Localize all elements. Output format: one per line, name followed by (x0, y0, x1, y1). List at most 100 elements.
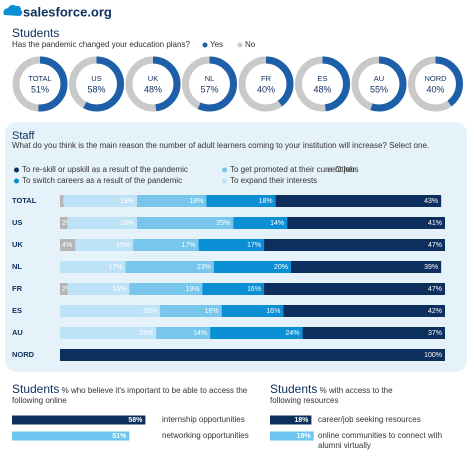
legend-label: No (245, 40, 256, 49)
segment-label: 43% (424, 198, 438, 205)
bar-category: networking opportunities (162, 431, 249, 440)
segment-label: 15% (116, 242, 130, 249)
donut-arc (69, 56, 124, 112)
segment-label: 39% (424, 264, 438, 271)
segment-label: 2% (62, 286, 72, 293)
segment-label: 47% (428, 242, 442, 249)
bar-value: 58% (128, 417, 143, 424)
segment-label: 14% (270, 220, 284, 227)
segment-label: 2% (62, 220, 72, 227)
legend-dot (14, 167, 19, 173)
bar (12, 431, 130, 441)
donut-arc (408, 56, 463, 112)
bar-segment (60, 283, 68, 295)
bar-segment (160, 305, 222, 317)
bar-segment (233, 217, 288, 229)
bar (270, 415, 312, 425)
legend-dot (237, 42, 243, 48)
donut-category: FR (261, 74, 272, 83)
bar-segment (60, 261, 126, 273)
legend-dot (14, 178, 19, 184)
bar-segment (287, 217, 445, 229)
bar (270, 431, 314, 441)
segment-label: 18% (120, 220, 134, 227)
caption: Students % who believe it's important to… (12, 383, 257, 406)
segment-label: 16% (112, 286, 126, 293)
segment-label: 17% (247, 242, 261, 249)
row-label: FR (12, 284, 23, 293)
row-label: NL (12, 262, 22, 271)
bar-segment (75, 239, 134, 251)
segment-label: 16% (205, 308, 219, 315)
row-label: ES (12, 306, 22, 315)
legend-label: Yes (210, 40, 223, 49)
row-label: AU (12, 328, 23, 337)
bar-segment (214, 261, 291, 273)
donut-value: 57% (200, 84, 218, 94)
bar-segment (156, 327, 211, 339)
segment-label: 18% (189, 198, 203, 205)
bar-category: internship opportunities (162, 415, 245, 424)
bar-segment (60, 305, 161, 317)
section-title: Staff (12, 130, 35, 142)
bar-segment (60, 239, 76, 251)
donut-value: 51% (31, 84, 49, 94)
bar-value: 51% (112, 433, 127, 440)
row-label: NORD (12, 350, 35, 359)
bar-segment (275, 195, 442, 207)
donut-arc (182, 56, 237, 112)
segment-label: 41% (428, 220, 442, 227)
donut-value: 48% (313, 84, 331, 94)
segment-label: 20% (274, 264, 288, 271)
row-label: TOTAL (12, 196, 37, 205)
segment-label: 14% (193, 330, 207, 337)
segment-label: 24% (286, 330, 300, 337)
segment-label: 37% (428, 330, 442, 337)
bar-segment (125, 261, 214, 273)
caption: Students % with access to the following … (270, 382, 420, 406)
segment-label: 23% (197, 264, 211, 271)
subtitle: % who believe it's important to be able … (12, 386, 248, 405)
donut-arc (351, 56, 407, 112)
bar-segment (198, 239, 265, 251)
donut-category: UK (148, 74, 158, 83)
bar-segment (264, 283, 445, 295)
bar-segment (291, 261, 442, 273)
bar-segment (137, 217, 234, 229)
bar-segment (133, 239, 199, 251)
bar-segment (60, 327, 157, 339)
segment-label: 17% (108, 264, 122, 271)
segment-label: 16% (266, 308, 280, 315)
donut-category: AU (374, 74, 384, 83)
donut-arc (295, 56, 350, 112)
legend-dot (222, 178, 227, 184)
bar-segment (129, 283, 203, 295)
question: Has the pandemic changed your education … (12, 40, 190, 49)
segment-label: 42% (428, 308, 442, 315)
donut-category: US (91, 74, 101, 83)
row-label: US (12, 218, 22, 227)
donut-value: 48% (144, 84, 162, 94)
bar-segment (283, 305, 445, 317)
segment-label: 18% (259, 198, 273, 205)
donut-category: NL (205, 74, 215, 83)
bar-value: 19% (297, 433, 312, 440)
legend-label: To get promoted at their current jobs (230, 165, 359, 174)
bar-segment (137, 195, 207, 207)
bar-segment (210, 327, 303, 339)
segment-label: 17% (182, 242, 196, 249)
bar-category: online communities to connect with alumn… (318, 431, 443, 450)
legend-dot (327, 167, 332, 173)
row-label: UK (12, 240, 23, 249)
bar-segment (221, 305, 284, 317)
donut-value: 40% (426, 84, 444, 94)
subtitle: % with access to the following resources (270, 386, 393, 405)
section-title: Students (270, 382, 318, 396)
segment-label: 19% (120, 198, 134, 205)
donut-value: 55% (370, 84, 388, 94)
donut-arc (12, 56, 68, 112)
segment-label: 25% (139, 330, 153, 337)
segment-label: 100% (424, 352, 442, 359)
